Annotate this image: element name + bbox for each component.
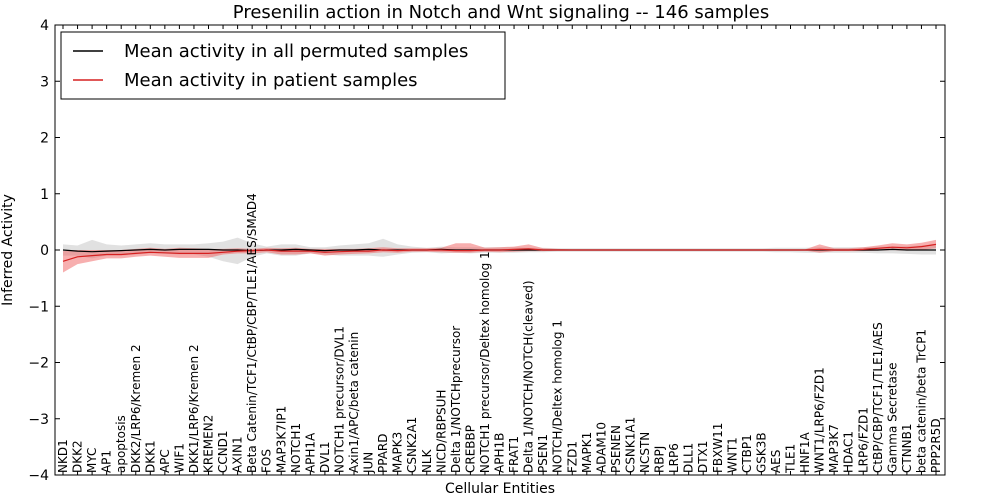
x-tick-label: NOTCH1 precursor/Deltex homolog 1: [478, 251, 492, 473]
x-tick-label: MAPK3: [391, 432, 405, 473]
x-tick-label: DKK2: [71, 440, 85, 473]
x-tick-label: PPP2R5D: [929, 418, 943, 473]
x-tick-label: HDAC1: [842, 431, 856, 473]
x-tick-label: HNF1A: [798, 432, 812, 474]
x-tick-label: LRP6/FZD1: [856, 407, 870, 473]
x-tick-label: NICD/RBPSUH: [434, 390, 448, 473]
y-axis-label: Inferred Activity: [0, 194, 16, 306]
y-axis: −4 −3 −2 −1 0 1 2 3 4: [28, 18, 945, 484]
x-tick-label: MAP3K7: [827, 424, 841, 473]
x-tick-label: MYC: [85, 448, 99, 473]
x-tick-label: FZD1: [565, 441, 579, 473]
y-tick-label: 0: [40, 243, 49, 259]
x-tick-label: CtBP/CBP/TCF1/TLE1/AES: [871, 322, 885, 473]
x-tick-label: APC: [158, 449, 172, 473]
chart-title: Presenilin action in Notch and Wnt signa…: [233, 2, 769, 23]
x-tick-label: RBPJ: [653, 446, 667, 473]
x-tick-label: DKK1/LRP6/Kremen 2: [187, 344, 201, 473]
legend-box: [60, 31, 506, 100]
x-tick-label: LRP6: [667, 443, 681, 473]
x-tick-label: DLL1: [682, 443, 696, 473]
x-tick-label: DKK2/LRP6/Kremen 2: [129, 344, 143, 473]
x-tick-label: beta catenin/beta TrCP1: [915, 329, 929, 473]
x-tick-label: NOTCH1: [289, 423, 303, 473]
x-axis: NKD1 DKK2 MYC AP1 apoptosis DKK2/LRP6/Kremen …: [56, 25, 943, 475]
x-tick-label: Delta 1/NOTCH/NOTCH(cleaved): [522, 280, 536, 473]
x-tick-label: JUN: [362, 452, 376, 474]
legend: Mean activity in all permuted samples Mea…: [60, 31, 506, 100]
y-tick-label: −4: [28, 468, 49, 484]
x-tick-label: PSEN1: [536, 434, 550, 473]
x-tick-label: AES: [769, 450, 783, 473]
x-tick-label: NCSTN: [638, 432, 652, 473]
x-tick-label: CCND1: [216, 430, 230, 473]
y-tick-label: 3: [40, 74, 49, 90]
x-tick-label: apoptosis: [114, 415, 128, 473]
x-tick-label: WNT1/LRP6/FZD1: [813, 367, 827, 473]
y-tick-label: −3: [28, 412, 49, 428]
y-tick-label: −1: [28, 299, 49, 315]
x-tick-label: Delta 1/NOTCHprecursor: [449, 326, 463, 473]
x-tick-label: CREBBP: [463, 425, 477, 473]
x-tick-label: NOTCH1 precursor/DVL1: [332, 326, 346, 473]
x-tick-label: APH1B: [493, 433, 507, 473]
x-tick-label: KREMEN2: [202, 415, 216, 473]
x-tick-label: NKD1: [56, 439, 70, 473]
x-tick-label: ADAM10: [594, 422, 608, 473]
x-tick-label: PPARD: [376, 434, 390, 474]
x-tick-label: FOS: [260, 449, 274, 473]
series-line-2: [62, 243, 937, 262]
x-tick-label: AP1: [100, 450, 114, 473]
y-tick-label: −2: [28, 356, 49, 372]
y-tick-label: 4: [40, 18, 49, 34]
plot-area: [62, 237, 937, 273]
x-tick-label: DVL1: [318, 441, 332, 473]
x-tick-label: NLK: [420, 448, 434, 473]
x-tick-label: FRAT1: [507, 436, 521, 473]
x-tick-label: APH1A: [303, 432, 317, 473]
x-tick-label: CSNK1A1: [624, 417, 638, 473]
x-tick-label: TLE1: [784, 444, 798, 474]
y-tick-label: 1: [40, 187, 49, 203]
legend-label-2: Mean activity in patient samples: [124, 70, 418, 91]
x-tick-label: WNT1: [725, 437, 739, 473]
x-tick-label: DTX1: [696, 441, 710, 473]
x-tick-label: Gamma Secretase: [885, 363, 899, 474]
x-tick-label: CSNK2A1: [405, 417, 419, 473]
x-tick-label: Beta Catenin/TCF1/CtBP/CBP/TLE1/AES/SMAD…: [245, 193, 259, 473]
x-tick-label: WIF1: [172, 443, 186, 473]
x-tick-label: CTNNB1: [900, 423, 914, 473]
legend-label-1: Mean activity in all permuted samples: [124, 41, 468, 62]
x-tick-label: DKK1: [143, 440, 157, 473]
x-tick-label: NOTCH/Deltex homolog 1: [551, 320, 565, 473]
x-tick-label: GSK3B: [754, 432, 768, 473]
y-tick-label: 2: [40, 131, 49, 147]
x-tick-label: FBXW11: [711, 423, 725, 474]
x-tick-label: CTBP1: [740, 434, 754, 473]
x-tick-label: PSENEN: [609, 425, 623, 473]
x-tick-label: MAP3K7IP1: [274, 406, 288, 473]
x-tick-label: Axin1/APC/beta catenin: [347, 332, 361, 473]
x-axis-label: Cellular Entities: [445, 481, 555, 497]
x-tick-label: AXIN1: [231, 436, 245, 473]
x-tick-label: MAPK1: [580, 432, 594, 473]
